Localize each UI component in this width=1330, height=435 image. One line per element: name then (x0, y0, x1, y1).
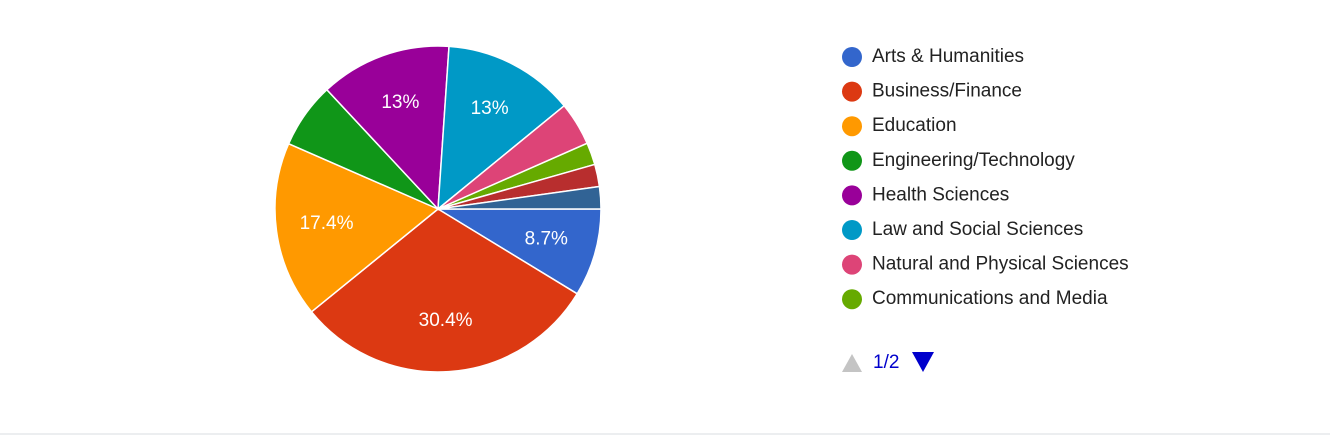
pager: 1/2 (842, 352, 934, 373)
data-label: 17.4% (300, 213, 354, 234)
pie-slice (437, 45, 566, 211)
legend-label: Natural and Physical Sciences (872, 254, 1129, 275)
legend-label: Arts & Humanities (872, 46, 1024, 67)
pager-label: 1/2 (873, 352, 899, 373)
data-label: 13% (471, 98, 509, 119)
pager-prev[interactable] (842, 354, 862, 372)
legend-marker (842, 289, 862, 310)
legend-marker (842, 185, 862, 206)
legend-marker (842, 47, 862, 67)
legend-marker (842, 116, 862, 137)
legend-label: Communications and Media (872, 288, 1108, 309)
pie-slice (274, 142, 440, 313)
legend-marker (842, 81, 862, 102)
legend-label: Engineering/Technology (872, 150, 1075, 171)
pie-slice (437, 185, 602, 210)
legend-label: Health Sciences (872, 184, 1009, 205)
pie-slice (325, 45, 450, 211)
legend-marker (842, 150, 862, 171)
data-label: 13% (381, 92, 419, 113)
legend-marker (842, 254, 862, 275)
legend-label: Law and Social Sciences (872, 219, 1083, 240)
legend-marker (842, 220, 862, 240)
legend-label: Education (872, 115, 957, 136)
data-label: 8.7% (525, 228, 568, 249)
data-label: 30.4% (419, 310, 473, 331)
pie-slice (310, 208, 579, 373)
pie-slice (435, 208, 602, 295)
pager-next[interactable] (912, 352, 934, 372)
legend-label: Business/Finance (872, 81, 1022, 102)
